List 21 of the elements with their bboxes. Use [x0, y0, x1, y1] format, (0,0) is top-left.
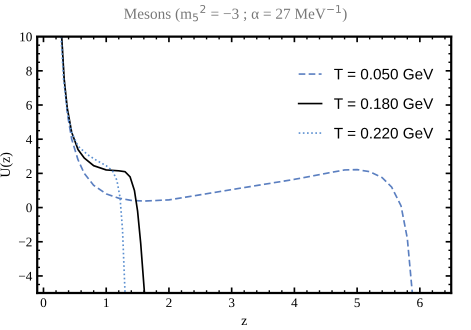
- chart-title: Mesons (m$_{5}$$^{2}$ = −3 ; α = 27 MeV$^{−1}$): [124, 4, 347, 22]
- y-tick-label: 2: [26, 169, 32, 178]
- y-tick-label: −2: [18, 238, 32, 246]
- y-tick-label: 6: [26, 100, 32, 110]
- y-tick-label: 10: [20, 32, 32, 42]
- legend-label: T = 0.050 GeV: [334, 68, 434, 80]
- x-tick-label: 3: [229, 298, 234, 308]
- legend-label: T = 0.220 GeV: [334, 128, 434, 139]
- legend-label: T = 0.180 GeV: [334, 98, 434, 110]
- y-tick-label: 4: [26, 135, 32, 144]
- y-tick-label: −4: [18, 272, 32, 281]
- y-tick-label: 0: [26, 203, 32, 212]
- x-tick-label: 0: [40, 298, 46, 308]
- y-axis-title: U(z): [0, 152, 13, 178]
- x-tick-label: 6: [417, 298, 423, 308]
- x-tick-label: 4: [291, 298, 298, 308]
- y-tick-label: 8: [26, 66, 32, 76]
- x-tick-label: 1: [104, 298, 109, 308]
- x-tick-label: 5: [354, 298, 360, 308]
- x-tick-label: 2: [166, 298, 172, 308]
- x-axis-title: z: [242, 318, 247, 326]
